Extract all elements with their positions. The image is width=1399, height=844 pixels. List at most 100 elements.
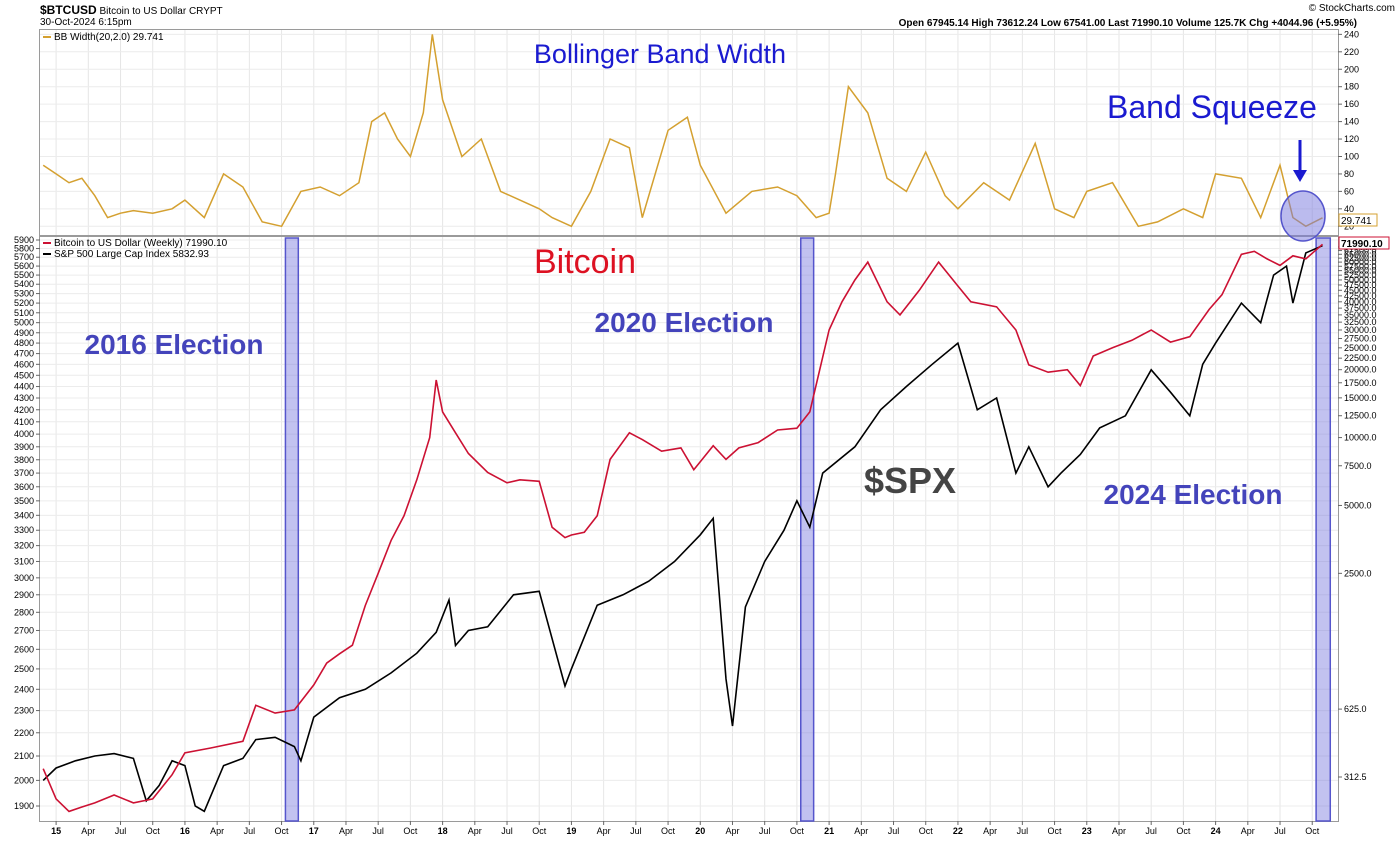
spx-tick-label-31: 5000	[14, 318, 34, 328]
x-tick-label-5: Apr	[210, 826, 224, 836]
x-tick-label-27: Oct	[919, 826, 934, 836]
spx-tick-label-3: 2200	[14, 728, 34, 738]
election-band-1	[800, 237, 815, 822]
x-tick-label-37: Apr	[1241, 826, 1255, 836]
btc-legend-text: Bitcoin to US Dollar (Weekly) 71990.10	[54, 238, 228, 249]
spx-tick-label-35: 5400	[14, 279, 34, 289]
spx-tick-label-24: 4300	[14, 393, 34, 403]
x-tick-label-20: 20	[695, 826, 705, 836]
btc-tick-label-19: 45000.0	[1344, 285, 1377, 295]
x-tick-label-28: 22	[953, 826, 963, 836]
spx-tick-label-0: 1900	[14, 801, 34, 811]
btc-tick-label-26: 62500.0	[1344, 253, 1377, 263]
btc-tick-label-24: 57500.0	[1344, 261, 1377, 271]
spx-tick-label-14: 3300	[14, 525, 34, 535]
top-panel-frame	[39, 29, 1339, 236]
btc-value-text: 71990.10	[1341, 239, 1383, 250]
spx-axis: 1900 2000 2100 2200 2300 2400 2500 2600 2700 2800…	[14, 235, 40, 811]
gridlines	[40, 30, 1338, 821]
election-2020-label: 2020 Election	[595, 307, 774, 338]
btc-tick-label-0: 312.5	[1344, 772, 1367, 782]
spx-tick-label-28: 4700	[14, 349, 34, 359]
squeeze-circle	[1280, 190, 1326, 242]
btc-tick-label-7: 15000.0	[1344, 393, 1377, 403]
spx-tick-label-5: 2400	[14, 684, 34, 694]
x-tick-label-16: 19	[566, 826, 576, 836]
bbw-title: Bollinger Band Width	[534, 39, 786, 69]
spx-tick-label-27: 4600	[14, 359, 34, 369]
spx-tick-label-11: 3000	[14, 573, 34, 583]
bbw-tick-label-9: 200	[1344, 64, 1359, 74]
bbw-tick-label-1: 40	[1344, 204, 1354, 214]
spx-tick-label-10: 2900	[14, 590, 34, 600]
spx-label: $SPX	[864, 460, 956, 501]
election-band-2	[1315, 237, 1332, 822]
bbw-tick-label-5: 120	[1344, 134, 1359, 144]
x-tick-label-14: Jul	[501, 826, 513, 836]
btc-tick-label-2: 2500.0	[1344, 568, 1372, 578]
btc-tick-label-6: 12500.0	[1344, 411, 1377, 421]
x-tick-label-19: Oct	[661, 826, 676, 836]
exchange: CRYPT	[188, 6, 223, 17]
x-tick-label-38: Jul	[1274, 826, 1286, 836]
btc-tick-label-28: 67500.0	[1344, 246, 1377, 256]
spx-tick-label-30: 4900	[14, 328, 34, 338]
spx-tick-label-12: 3100	[14, 556, 34, 566]
bitcoin-label: Bitcoin	[534, 243, 636, 281]
x-tick-label-36: 24	[1211, 826, 1221, 836]
main-legend: Bitcoin to US Dollar (Weekly) 71990.10 S…	[43, 238, 228, 260]
spx-tick-label-16: 3500	[14, 496, 34, 506]
spx-tick-label-33: 5200	[14, 298, 34, 308]
band-squeeze-label: Band Squeeze	[1107, 89, 1317, 125]
x-tick-label-8: 17	[309, 826, 319, 836]
spx-tick-label-39: 5800	[14, 244, 34, 254]
bbw-value-tag: 29.741	[1338, 213, 1378, 227]
spx-tick-label-15: 3400	[14, 510, 34, 520]
btc-tick-label-23: 55000.0	[1344, 266, 1377, 276]
btc-tick-label-20: 47500.0	[1344, 280, 1377, 290]
x-tick-label-26: Jul	[888, 826, 900, 836]
x-tick-label-4: 16	[180, 826, 190, 836]
x-tick-label-12: 18	[438, 826, 448, 836]
btc-tick-label-14: 32500.0	[1344, 317, 1377, 327]
x-tick-label-15: Oct	[532, 826, 547, 836]
btc-tick-label-25: 60000.0	[1344, 257, 1377, 267]
spx-tick-label-8: 2700	[14, 625, 34, 635]
symbol-header: $BTCUSD Bitcoin to US Dollar CRYPT	[40, 3, 223, 17]
x-tick-label-13: Apr	[468, 826, 482, 836]
x-tick-label-18: Jul	[630, 826, 642, 836]
spx-tick-label-9: 2800	[14, 607, 34, 617]
bbw-tick-label-6: 140	[1344, 117, 1359, 127]
btc-tick-label-27: 65000.0	[1344, 249, 1377, 259]
bbw-tick-label-4: 100	[1344, 151, 1359, 161]
x-tick-label-7: Oct	[275, 826, 290, 836]
spx-tick-label-13: 3200	[14, 541, 34, 551]
btc-tick-label-11: 25000.0	[1344, 343, 1377, 353]
x-tick-label-1: Apr	[81, 826, 95, 836]
btc-tick-label-13: 30000.0	[1344, 325, 1377, 335]
btc-tick-label-1: 625.0	[1344, 704, 1367, 714]
bbw-tick-label-10: 220	[1344, 47, 1359, 57]
spx-tick-label-37: 5600	[14, 261, 34, 271]
spx-series-line	[42, 244, 1323, 813]
spx-tick-label-32: 5100	[14, 308, 34, 318]
btc-value-tag: 71990.10	[1338, 236, 1390, 250]
election-band-0	[284, 237, 300, 822]
btc-tick-label-10: 22500.0	[1344, 353, 1377, 363]
spx-tick-label-19: 3800	[14, 455, 34, 465]
election-2016-label: 2016 Election	[85, 329, 264, 360]
bbw-legend-text: BB Width(20,2.0) 29.741	[54, 32, 164, 43]
x-tick-label-21: Apr	[725, 826, 739, 836]
x-tick-label-31: Oct	[1048, 826, 1063, 836]
spx-tick-label-25: 4400	[14, 382, 34, 392]
timestamp: 30-Oct-2024 6:15pm	[40, 17, 132, 28]
bbw-tick-label-2: 60	[1344, 186, 1354, 196]
x-tick-label-34: Jul	[1145, 826, 1157, 836]
election-highlights	[284, 237, 1332, 822]
bbw-tick-label-11: 240	[1344, 29, 1359, 39]
x-tick-label-30: Jul	[1017, 826, 1029, 836]
spx-tick-label-23: 4200	[14, 405, 34, 415]
spx-tick-label-26: 4500	[14, 370, 34, 380]
x-tick-label-11: Oct	[403, 826, 418, 836]
bbw-axis: 20406080100120140160180200220240	[1338, 29, 1359, 231]
